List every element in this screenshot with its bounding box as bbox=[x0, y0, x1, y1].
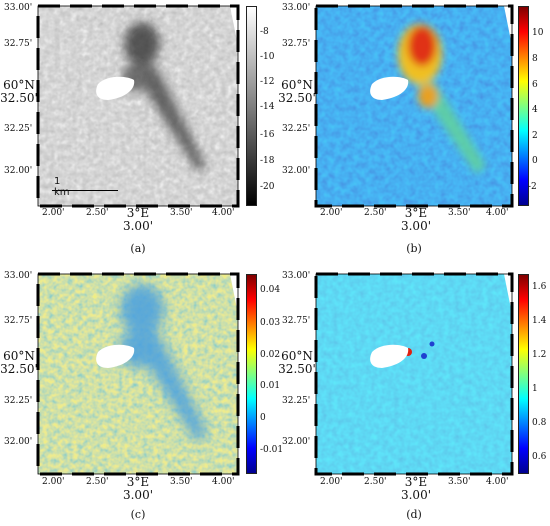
scale-bar bbox=[52, 190, 118, 191]
colorbar-tick: -8 bbox=[260, 27, 269, 37]
lat-tick: 32.25' bbox=[282, 124, 311, 134]
caption-c: (c) bbox=[130, 508, 146, 521]
colorbar-tick: 4 bbox=[532, 105, 538, 115]
lat-tick: 32.75' bbox=[282, 39, 311, 49]
lon-tick: 3.50' bbox=[448, 477, 471, 487]
map-frame-d bbox=[314, 272, 514, 476]
map-frame-c bbox=[36, 272, 240, 476]
colorbar-tick: 0 bbox=[532, 156, 538, 166]
colorbar-tick: -0.01 bbox=[260, 445, 284, 455]
lat-label-minutes: 32.50' bbox=[0, 362, 38, 376]
lon-tick: 4.00' bbox=[486, 208, 509, 218]
lat-label-minutes: 32.50' bbox=[0, 91, 38, 105]
colorbar-tick: 0.8 bbox=[532, 418, 547, 428]
colorbar-tick: -18 bbox=[260, 156, 275, 166]
colorbar-tick: 0 bbox=[260, 413, 266, 423]
colorbar-tick: 0.03 bbox=[260, 318, 281, 328]
caption-a: (a) bbox=[130, 242, 146, 255]
map-frame-b bbox=[314, 4, 514, 208]
colorbar-tick: -14 bbox=[260, 102, 275, 112]
lat-tick: 32.75' bbox=[4, 316, 33, 326]
colorbar-c bbox=[246, 274, 257, 474]
colorbar-tick: -16 bbox=[260, 130, 275, 140]
colorbar-tick: 2 bbox=[532, 131, 538, 141]
lon-tick: 2.00' bbox=[42, 477, 65, 487]
lat-tick: 32.00' bbox=[4, 437, 33, 447]
colorbar-tick: 6 bbox=[532, 80, 538, 90]
lat-tick: 32.00' bbox=[282, 437, 311, 447]
scale-bar-label: 1 km bbox=[54, 176, 70, 198]
lat-label: 60°N bbox=[281, 78, 313, 92]
lon-tick: 4.00' bbox=[486, 477, 509, 487]
lat-tick: 32.25' bbox=[282, 396, 311, 406]
colorbar-d bbox=[518, 274, 529, 474]
colorbar-tick: 1 bbox=[532, 384, 538, 394]
colorbar-tick: 0.01 bbox=[260, 381, 281, 391]
lat-tick: 33.00' bbox=[282, 3, 311, 13]
lat-tick: 33.00' bbox=[282, 271, 311, 281]
lon-tick: 2.50' bbox=[364, 477, 387, 487]
lon-label: 3°E bbox=[404, 206, 428, 220]
lon-label-minutes: 3.00' bbox=[400, 219, 432, 233]
colorbar-tick: 0.6 bbox=[532, 452, 547, 462]
lon-label: 3°E bbox=[126, 206, 150, 220]
lon-tick: 3.50' bbox=[170, 208, 193, 218]
lon-tick: 4.00' bbox=[212, 208, 235, 218]
lat-label: 60°N bbox=[3, 349, 35, 363]
lon-label: 3°E bbox=[404, 475, 428, 489]
sar-image-c bbox=[38, 274, 238, 474]
caption-b: (b) bbox=[406, 242, 422, 255]
lat-label: 60°N bbox=[3, 78, 35, 92]
colorbar-tick: 1.6 bbox=[532, 282, 547, 292]
lon-label: 3°E bbox=[126, 475, 150, 489]
colorbar-tick: 1.4 bbox=[532, 316, 547, 326]
colorbar-tick: -20 bbox=[260, 182, 275, 192]
colorbar-tick: -10 bbox=[260, 52, 275, 62]
lon-label-minutes: 3.00' bbox=[400, 488, 432, 502]
lat-label-minutes: 32.50' bbox=[278, 362, 316, 376]
colorbar-tick: 10 bbox=[532, 28, 544, 38]
colorbar-tick: -12 bbox=[260, 77, 275, 87]
lat-label-minutes: 32.50' bbox=[278, 91, 316, 105]
colorbar-tick: 8 bbox=[532, 54, 538, 64]
lat-tick: 33.00' bbox=[4, 271, 33, 281]
lat-tick: 32.75' bbox=[4, 39, 33, 49]
lon-tick: 2.00' bbox=[320, 477, 343, 487]
map-frame-a bbox=[36, 4, 240, 208]
colorbar-tick: 0.02 bbox=[260, 350, 281, 360]
caption-d: (d) bbox=[406, 508, 422, 521]
lon-tick: 2.50' bbox=[86, 477, 109, 487]
lon-tick: 3.50' bbox=[170, 477, 193, 487]
lon-tick: 3.50' bbox=[448, 208, 471, 218]
lat-tick: 32.25' bbox=[4, 396, 33, 406]
lat-tick: 32.00' bbox=[4, 166, 33, 176]
lon-label-minutes: 3.00' bbox=[122, 488, 154, 502]
lon-label-minutes: 3.00' bbox=[122, 219, 154, 233]
sar-image-b bbox=[316, 6, 512, 206]
lat-tick: 32.25' bbox=[4, 124, 33, 134]
lon-tick: 4.00' bbox=[212, 477, 235, 487]
lon-tick: 2.00' bbox=[320, 208, 343, 218]
colorbar-a bbox=[246, 6, 257, 206]
colorbar-tick: -2 bbox=[528, 182, 537, 192]
lon-tick: 2.50' bbox=[86, 208, 109, 218]
lat-tick: 32.00' bbox=[282, 166, 311, 176]
lon-tick: 2.00' bbox=[42, 208, 65, 218]
colorbar-tick: 1.2 bbox=[532, 350, 547, 360]
sar-image-a bbox=[38, 6, 238, 206]
colorbar-b bbox=[518, 6, 529, 206]
lat-tick: 33.00' bbox=[4, 3, 33, 13]
lat-tick: 32.75' bbox=[282, 316, 311, 326]
lat-label: 60°N bbox=[281, 349, 313, 363]
colorbar-tick: 0.04 bbox=[260, 285, 281, 295]
lon-tick: 2.50' bbox=[364, 208, 387, 218]
sar-image-d bbox=[316, 274, 512, 474]
